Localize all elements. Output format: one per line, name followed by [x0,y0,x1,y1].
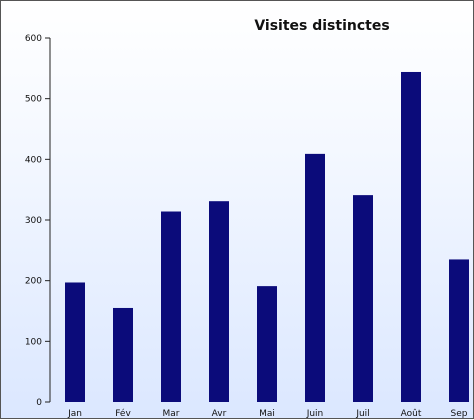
x-tick-label: Sep [451,409,468,419]
chart-title: Visites distinctes [254,18,389,34]
bar-2 [161,211,181,402]
y-tick-label: 300 [25,216,42,226]
bar-3 [209,201,229,402]
y-tick-label: 200 [25,277,42,287]
x-tick-label: Fév [115,408,131,419]
x-tick-label: Jan [67,409,82,419]
bar-0 [65,282,85,402]
bars [65,71,469,403]
bar-5 [305,153,325,402]
bar-7 [401,71,421,403]
bar-8 [449,259,469,402]
bar-6 [353,195,373,402]
y-tick-label: 500 [25,95,42,105]
bar-4 [257,286,277,402]
bar-1 [113,307,133,402]
y-tick-label: 100 [25,337,42,347]
y-axis: 0 100 200 300 400 500 600 [25,34,51,408]
y-tick-label: 400 [25,155,42,165]
x-tick-label: Juin [306,409,324,419]
x-axis: Jan Fév Mar Avr Mai Juin Juil Août Sep [67,408,468,419]
x-tick-label: Avr [212,409,227,419]
x-tick-label: Juil [355,409,369,419]
y-tick-label: 0 [36,398,42,408]
x-tick-label: Mar [163,409,180,419]
x-tick-label: Août [401,409,422,419]
y-tick-label: 600 [25,34,42,44]
x-tick-label: Mai [259,409,275,419]
